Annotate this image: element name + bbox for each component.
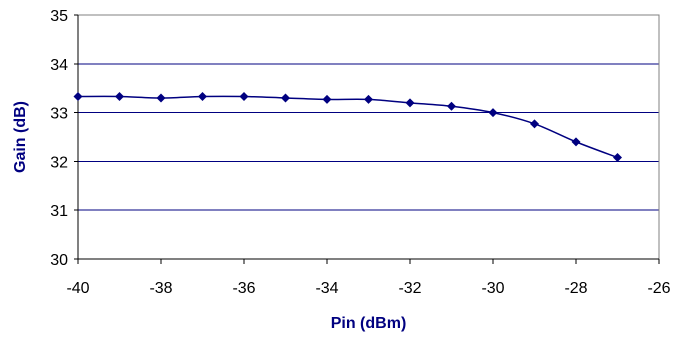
axes: [74, 14, 660, 264]
data-point-7: [364, 94, 373, 104]
x-tick-label-6: -28: [564, 280, 587, 297]
data-point-6: [322, 94, 332, 104]
data-point-13: [613, 152, 622, 162]
y-tick-label-4: 34: [50, 57, 68, 74]
data-point-12: [571, 137, 581, 147]
x-tick-label-4: -32: [398, 280, 421, 297]
x-tick-label-1: -38: [149, 280, 172, 297]
data-point-10: [488, 108, 498, 118]
x-tick-label-7: -26: [647, 280, 670, 297]
y-tick-label-2: 32: [50, 154, 68, 171]
gridlines: [78, 14, 659, 260]
x-tick-label-3: -34: [315, 280, 338, 297]
plot-area: [77, 14, 660, 260]
data-point-1: [115, 91, 124, 101]
data-point-3: [198, 91, 207, 101]
data-point-11: [530, 119, 539, 129]
series: [73, 91, 622, 162]
tick-labels: 30 31 32 33 34 35 -40 -38 -36 -34 -32 -30 -28 -26: [50, 8, 670, 297]
x-tick-label-2: -36: [232, 280, 255, 297]
y-tick-label-5: 35: [50, 8, 68, 25]
data-point-2: [156, 93, 166, 103]
data-point-8: [405, 98, 415, 108]
data-point-9: [447, 101, 456, 111]
x-tick-label-0: -40: [66, 280, 89, 297]
y-axis-title: Gain (dB): [12, 101, 29, 173]
y-tick-label-0: 30: [50, 252, 68, 269]
data-point-4: [239, 91, 249, 101]
data-point-0: [73, 91, 83, 101]
y-tick-label-3: 33: [50, 106, 68, 123]
y-tick-label-1: 31: [50, 203, 68, 220]
x-axis-title: Pin (dBm): [331, 315, 407, 332]
x-tick-label-5: -30: [481, 280, 504, 297]
data-point-5: [281, 93, 290, 103]
series-line-0: [77, 95, 618, 159]
